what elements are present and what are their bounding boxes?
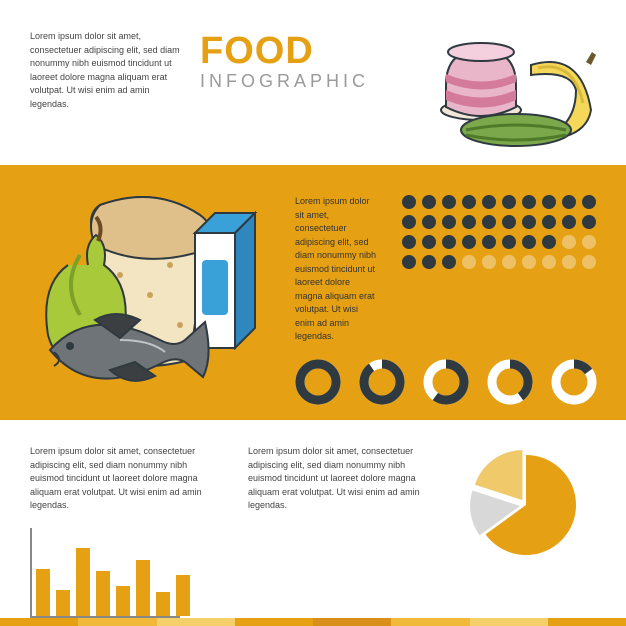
dot bbox=[522, 195, 536, 209]
bar bbox=[176, 575, 190, 616]
dot bbox=[542, 255, 556, 269]
donut-chart bbox=[423, 359, 469, 405]
bar bbox=[76, 548, 90, 616]
cake-icon bbox=[441, 43, 521, 120]
dot bbox=[522, 235, 536, 249]
dot bbox=[402, 195, 416, 209]
dot bbox=[462, 215, 476, 229]
dot bbox=[542, 215, 556, 229]
dot bbox=[582, 215, 596, 229]
dot bbox=[542, 195, 556, 209]
dot bbox=[422, 195, 436, 209]
bottom-blurb-2: Lorem ipsum dolor sit amet, consectetuer… bbox=[248, 445, 436, 513]
dot bbox=[482, 235, 496, 249]
footer-stripe bbox=[0, 618, 626, 626]
dot bbox=[402, 255, 416, 269]
bottom-col-text: Lorem ipsum dolor sit amet, consectetuer… bbox=[248, 445, 436, 618]
dot bbox=[442, 235, 456, 249]
footer-cell bbox=[470, 618, 548, 626]
footer-cell bbox=[391, 618, 469, 626]
bar bbox=[56, 590, 70, 616]
dot bbox=[462, 195, 476, 209]
bar bbox=[96, 571, 110, 615]
footer-cell bbox=[235, 618, 313, 626]
bottom-section: Lorem ipsum dolor sit amet, consectetuer… bbox=[0, 420, 626, 618]
bar bbox=[116, 586, 130, 616]
dot bbox=[502, 195, 516, 209]
donut-chart bbox=[295, 359, 341, 405]
dot bbox=[562, 235, 576, 249]
bottom-col-pie bbox=[466, 445, 596, 618]
bar bbox=[36, 569, 50, 616]
dot bbox=[502, 215, 516, 229]
footer-cell bbox=[78, 618, 156, 626]
dot bbox=[542, 235, 556, 249]
donut-chart bbox=[359, 359, 405, 405]
dot bbox=[502, 255, 516, 269]
dot bbox=[422, 255, 436, 269]
dot bbox=[582, 255, 596, 269]
donut-row bbox=[295, 359, 596, 405]
header-blurb: Lorem ipsum dolor sit amet, consectetuer… bbox=[30, 30, 180, 155]
dot bbox=[442, 255, 456, 269]
dot bbox=[562, 195, 576, 209]
middle-food-icons bbox=[30, 185, 270, 405]
dot bbox=[442, 195, 456, 209]
footer-cell bbox=[0, 618, 78, 626]
cucumber-icon bbox=[461, 114, 571, 146]
middle-section: Lorem ipsum dolor sit amet, consectetuer… bbox=[0, 165, 626, 420]
dot bbox=[482, 215, 496, 229]
bar-chart bbox=[30, 528, 180, 618]
dot bbox=[562, 215, 576, 229]
dot bbox=[402, 215, 416, 229]
dot bbox=[482, 255, 496, 269]
dot-grid-chart bbox=[402, 185, 596, 344]
dot bbox=[442, 215, 456, 229]
dot bbox=[562, 255, 576, 269]
header-section: Lorem ipsum dolor sit amet, consectetuer… bbox=[0, 0, 626, 165]
bottom-blurb-1: Lorem ipsum dolor sit amet, consectetuer… bbox=[30, 445, 218, 513]
dot bbox=[462, 235, 476, 249]
bar bbox=[136, 560, 150, 615]
dot bbox=[522, 215, 536, 229]
footer-cell bbox=[313, 618, 391, 626]
footer-cell bbox=[548, 618, 626, 626]
dot bbox=[462, 255, 476, 269]
dot bbox=[402, 235, 416, 249]
dot bbox=[582, 195, 596, 209]
title-block: FOOD INFOGRAPHIC bbox=[200, 30, 396, 155]
middle-blurb: Lorem ipsum dolor sit amet, consectetuer… bbox=[295, 185, 377, 344]
title-sub: INFOGRAPHIC bbox=[200, 71, 396, 92]
donut-chart bbox=[487, 359, 533, 405]
donut-chart bbox=[551, 359, 597, 405]
header-food-icons bbox=[416, 30, 596, 155]
pie-chart bbox=[466, 445, 586, 565]
title-main: FOOD bbox=[200, 30, 396, 73]
dot bbox=[502, 235, 516, 249]
dot bbox=[482, 195, 496, 209]
footer-cell bbox=[157, 618, 235, 626]
bar bbox=[156, 592, 170, 616]
dot bbox=[522, 255, 536, 269]
dot bbox=[422, 235, 436, 249]
dot bbox=[422, 215, 436, 229]
dot bbox=[582, 235, 596, 249]
bottom-col-bar: Lorem ipsum dolor sit amet, consectetuer… bbox=[30, 445, 218, 618]
